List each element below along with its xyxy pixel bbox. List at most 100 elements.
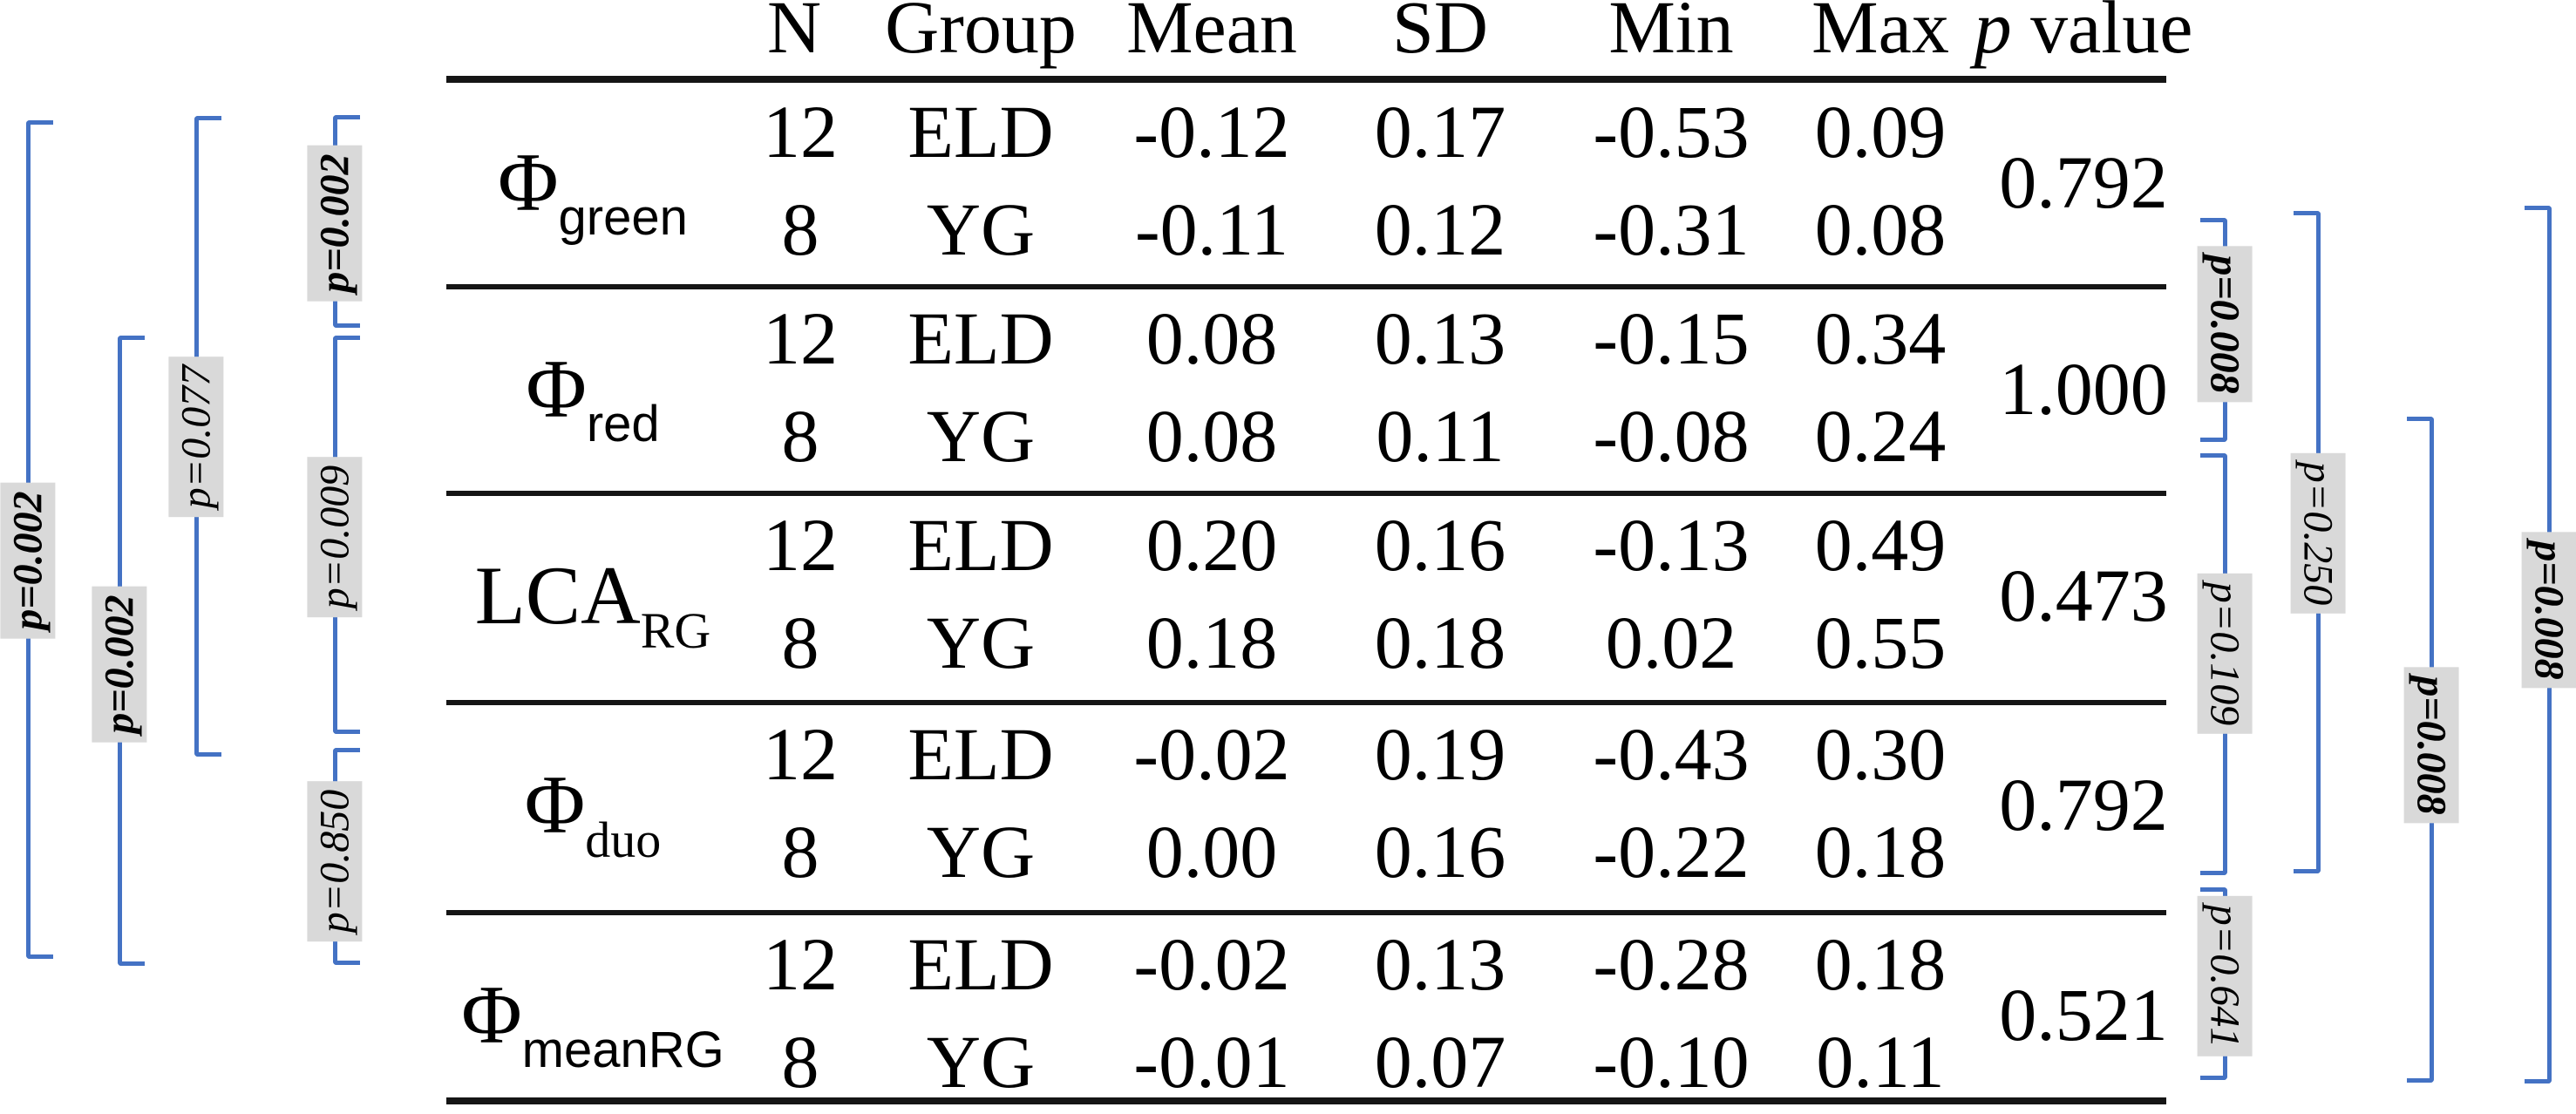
cell-min-yg: 0.02 — [1605, 601, 1737, 684]
table-top-rule — [446, 76, 2166, 83]
cell-n-eld: 12 — [763, 503, 838, 587]
measure-block: Φgreen 12 ELD -0.12 0.17 -0.53 0.09 8 YG -0.11 0.1… — [0, 83, 2576, 282]
cell-group-eld: ELD — [907, 296, 1054, 380]
cell-group-eld: ELD — [907, 503, 1054, 587]
cell-group-eld: ELD — [907, 922, 1054, 1006]
cell-max-eld: 0.09 — [1814, 90, 1947, 173]
bracket-p-label: p=0.008 — [2197, 246, 2253, 403]
p-value-header-p: p — [1974, 0, 2012, 69]
cell-max-eld: 0.18 — [1814, 922, 1947, 1006]
cell-mean-eld: -0.02 — [1133, 712, 1290, 796]
measure-block: ΦmeanRG 12 ELD -0.02 0.13 -0.28 0.18 8 YG -0.01 0.… — [0, 915, 2576, 1114]
measure-block: Φduo 12 ELD -0.02 0.19 -0.43 0.30 8 YG 0.00 0.16 -0… — [0, 705, 2576, 904]
cell-sd-eld: 0.19 — [1374, 712, 1506, 796]
cell-mean-yg: -0.01 — [1133, 1020, 1290, 1104]
cell-n-eld: 12 — [763, 922, 838, 1006]
cell-group-yg: YG — [926, 601, 1036, 684]
bracket-p-label: p=0.002 — [307, 145, 363, 302]
table-divider-rule — [446, 284, 2166, 289]
cell-n-yg: 8 — [781, 187, 819, 271]
cell-mean-yg: 0.00 — [1145, 810, 1278, 893]
column-header-mean: Mean — [1126, 0, 1297, 69]
column-header-max: Max — [1811, 0, 1949, 69]
cell-min-eld: -0.43 — [1593, 712, 1750, 796]
cell-min-eld: -0.53 — [1593, 90, 1750, 173]
bracket-p-label: p=0.850 — [307, 780, 363, 942]
bracket-p-label: p=0.009 — [307, 456, 363, 618]
cell-n-yg: 8 — [781, 394, 819, 478]
column-header-min: Min — [1608, 0, 1734, 69]
cell-n-eld: 12 — [763, 90, 838, 173]
cell-group-yg: YG — [926, 394, 1036, 478]
measure-subscript: RG — [640, 602, 711, 659]
measure-subscript: green — [558, 189, 688, 246]
cell-n-yg: 8 — [781, 1020, 819, 1104]
cell-group-eld: ELD — [907, 90, 1054, 173]
cell-sd-eld: 0.16 — [1374, 503, 1506, 587]
cell-min-yg: -0.08 — [1593, 394, 1750, 478]
measure-base: Φ — [498, 136, 559, 228]
measure-label: Φduo — [524, 757, 661, 866]
cell-mean-eld: -0.02 — [1133, 922, 1290, 1006]
table-divider-rule — [446, 910, 2166, 915]
bracket-p-label: p=0.109 — [2197, 573, 2253, 735]
bracket-p-label: p=0.002 — [0, 482, 56, 639]
cell-mean-yg: 0.08 — [1145, 394, 1278, 478]
cell-sd-yg: 0.11 — [1376, 394, 1505, 478]
cell-max-eld: 0.49 — [1814, 503, 1947, 587]
cell-max-yg: 0.08 — [1814, 187, 1947, 271]
cell-sd-eld: 0.13 — [1374, 296, 1506, 380]
cell-sd-yg: 0.12 — [1374, 187, 1506, 271]
measure-label: ΦmeanRG — [461, 967, 724, 1076]
cell-min-eld: -0.28 — [1593, 922, 1750, 1006]
cell-mean-eld: -0.12 — [1133, 90, 1290, 173]
bracket-p-label: p=0.641 — [2197, 895, 2253, 1057]
cell-min-yg: -0.10 — [1593, 1020, 1750, 1104]
cell-min-yg: -0.31 — [1593, 187, 1750, 271]
cell-sd-eld: 0.17 — [1374, 90, 1506, 173]
measure-base: Φ — [524, 758, 586, 851]
column-header-group: Group — [885, 0, 1077, 69]
cell-max-yg: 0.24 — [1814, 394, 1947, 478]
cell-n-yg: 8 — [781, 810, 819, 893]
measure-subscript: meanRG — [521, 1022, 724, 1078]
measure-base: LCA — [474, 549, 641, 642]
cell-p-value: 0.792 — [1999, 140, 2168, 224]
cell-min-eld: -0.13 — [1593, 503, 1750, 587]
measure-label: Φred — [526, 341, 659, 450]
measure-base: Φ — [461, 968, 522, 1061]
cell-group-eld: ELD — [907, 712, 1054, 796]
table-divider-rule — [446, 700, 2166, 705]
measure-subscript: red — [586, 396, 660, 452]
cell-sd-eld: 0.13 — [1374, 922, 1506, 1006]
cell-p-value: 0.521 — [1999, 973, 2168, 1056]
cell-max-yg: 0.11 — [1816, 1020, 1945, 1104]
bracket-p-label: p=0.250 — [2290, 452, 2346, 615]
bracket-p-label: p=0.002 — [92, 586, 147, 743]
measure-label: Φgreen — [498, 134, 688, 243]
cell-p-value: 0.473 — [1999, 554, 2168, 637]
cell-n-yg: 8 — [781, 601, 819, 684]
column-header-sd: SD — [1392, 0, 1488, 69]
p-value-header-rest: value — [2011, 0, 2193, 69]
cell-mean-eld: 0.08 — [1145, 296, 1278, 380]
measure-base: Φ — [526, 343, 587, 435]
column-header-n: N — [766, 0, 822, 69]
cell-n-eld: 12 — [763, 712, 838, 796]
cell-sd-yg: 0.16 — [1374, 810, 1506, 893]
cell-mean-yg: 0.18 — [1145, 601, 1278, 684]
cell-p-value: 0.792 — [1999, 763, 2168, 846]
measure-label: LCARG — [474, 547, 711, 656]
cell-sd-yg: 0.18 — [1374, 601, 1506, 684]
measure-subscript: duo — [585, 812, 662, 868]
table-divider-rule — [446, 491, 2166, 496]
cell-sd-yg: 0.07 — [1374, 1020, 1506, 1104]
cell-mean-yg: -0.11 — [1135, 187, 1288, 271]
cell-min-yg: -0.22 — [1593, 810, 1750, 893]
cell-max-yg: 0.18 — [1814, 810, 1947, 893]
measure-block: Φred 12 ELD 0.08 0.13 -0.15 0.34 8 YG 0.08 0.11 -0.… — [0, 289, 2576, 488]
cell-mean-eld: 0.20 — [1145, 503, 1278, 587]
table-bottom-rule — [446, 1097, 2166, 1104]
bracket-p-label: p=0.008 — [2521, 532, 2576, 689]
